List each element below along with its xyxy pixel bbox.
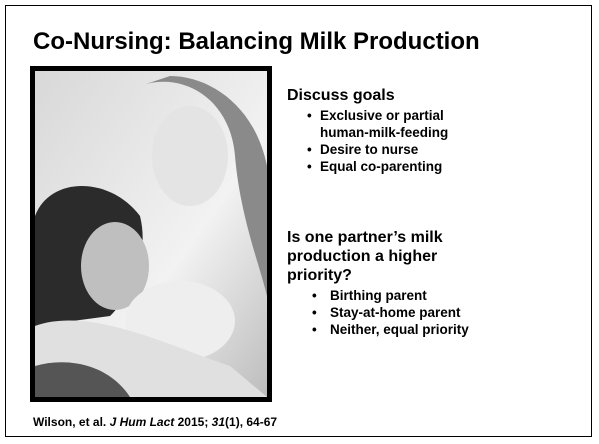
text-section: Is one partner’s milk production a highe…: [287, 228, 525, 338]
bullet-item: Desire to nurse: [320, 141, 470, 158]
text-section: Discuss goals Exclusive or partial human-…: [287, 86, 487, 175]
citation: Wilson, et al. J Hum Lact 2015; 31(1), 6…: [33, 415, 277, 429]
bullet-item: Exclusive or partial human-milk-feeding: [320, 107, 470, 141]
cite-journal: J Hum Lact: [110, 415, 175, 429]
bullet-item: Birthing parent: [325, 287, 525, 304]
photo: [30, 66, 272, 402]
bullet-item: Stay-at-home parent: [325, 304, 525, 321]
section-heading: Is one partner’s milk production a highe…: [287, 228, 487, 285]
cite-year: 2015;: [178, 415, 209, 429]
bullet-item: Equal co-parenting: [320, 158, 470, 175]
cite-author: Wilson, et al.: [33, 415, 106, 429]
section-heading: Discuss goals: [287, 86, 487, 105]
bullet-list: Birthing parentStay-at-home parentNeithe…: [325, 287, 525, 338]
bullet-item: Neither, equal priority: [325, 321, 525, 338]
cite-volume: 31: [212, 415, 225, 429]
slide: Co-Nursing: Balancing Milk Production Di…: [5, 5, 592, 437]
cite-rest: (1), 64-67: [225, 415, 277, 429]
slide-title: Co-Nursing: Balancing Milk Production: [33, 28, 480, 56]
bullet-list: Exclusive or partial human-milk-feedingD…: [320, 107, 470, 175]
